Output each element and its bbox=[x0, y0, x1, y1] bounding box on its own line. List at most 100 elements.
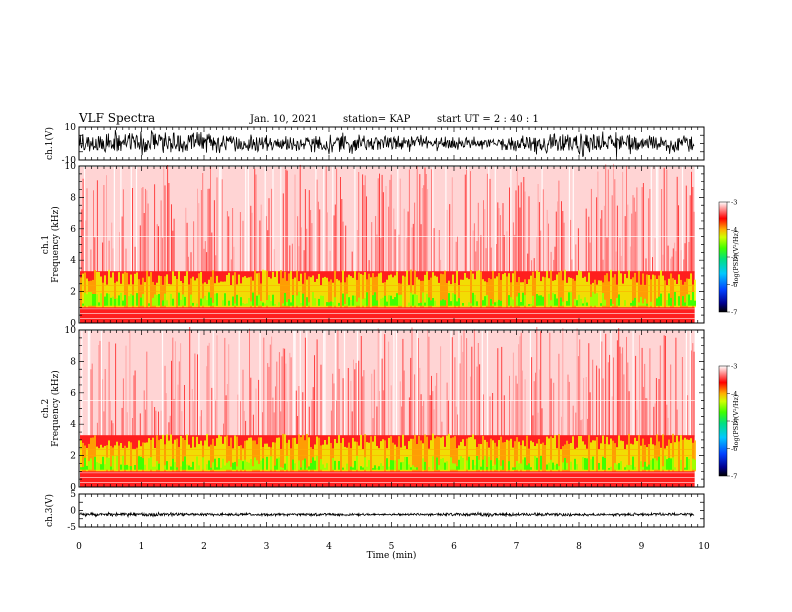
spec-streak bbox=[143, 213, 145, 273]
spec-green bbox=[368, 460, 370, 470]
spec-green bbox=[360, 466, 362, 470]
spec-green bbox=[124, 465, 126, 470]
spec-green bbox=[542, 296, 544, 306]
spec-green bbox=[352, 467, 354, 470]
spec-streak bbox=[460, 335, 462, 437]
spec-green bbox=[236, 294, 238, 306]
spec-green bbox=[326, 302, 328, 306]
x-ticks-1 bbox=[78, 127, 705, 160]
spec-streak bbox=[472, 230, 474, 273]
spec-yellow bbox=[388, 437, 390, 472]
spec-streak bbox=[685, 185, 687, 273]
spec-yellow bbox=[92, 279, 94, 308]
spec-streak bbox=[304, 337, 306, 437]
spec-streak bbox=[596, 197, 598, 273]
spec-green bbox=[668, 293, 670, 306]
spec-streak bbox=[411, 327, 413, 437]
spec-streak bbox=[329, 250, 331, 273]
spec-streak bbox=[345, 225, 347, 273]
spec-green bbox=[356, 455, 358, 470]
spec-yellow bbox=[258, 272, 260, 308]
spec-yellow bbox=[536, 443, 538, 472]
spec-streak bbox=[193, 221, 195, 273]
spec-yellow bbox=[442, 274, 444, 308]
spec-green bbox=[320, 459, 322, 470]
spec-streak bbox=[431, 375, 432, 437]
spec-green bbox=[86, 294, 88, 306]
spec-yellow bbox=[490, 438, 492, 472]
spec-green bbox=[634, 466, 636, 470]
spec-yellow bbox=[166, 434, 168, 472]
spec-yellow bbox=[550, 270, 552, 308]
spec-yellow bbox=[360, 434, 362, 472]
spec-streak bbox=[226, 384, 228, 437]
spec-yellow bbox=[426, 436, 428, 472]
spec-streak bbox=[203, 248, 205, 273]
spec-streak bbox=[538, 202, 540, 273]
spec-green bbox=[642, 303, 644, 306]
spec-green bbox=[172, 298, 174, 306]
spec-streak bbox=[336, 168, 338, 273]
spec-streak bbox=[499, 215, 501, 273]
spec-streak bbox=[141, 188, 143, 273]
spec-streak bbox=[226, 211, 228, 273]
spec-green bbox=[498, 460, 500, 470]
spec-streak bbox=[433, 409, 435, 437]
spec-yellow bbox=[140, 284, 142, 308]
spec-yellow bbox=[590, 442, 592, 472]
spec-green bbox=[316, 455, 318, 470]
spec-streak bbox=[355, 363, 357, 437]
spec-yellow bbox=[452, 274, 454, 308]
spec-yellow bbox=[414, 270, 416, 308]
spec-green bbox=[522, 292, 524, 306]
spec-green bbox=[258, 464, 260, 470]
spec-yellow bbox=[500, 279, 502, 308]
spec-streak bbox=[542, 189, 544, 273]
spec-streak bbox=[466, 338, 468, 437]
spec-yellow bbox=[186, 271, 188, 308]
spec-green bbox=[96, 462, 98, 470]
spec-gap bbox=[650, 167, 652, 280]
spec-yellow bbox=[470, 270, 472, 308]
spec-streak bbox=[191, 389, 193, 437]
spec-streak bbox=[585, 208, 587, 273]
spec-yellow bbox=[560, 270, 562, 308]
spec-green bbox=[688, 458, 690, 470]
spec-green bbox=[108, 293, 110, 306]
spec-yellow bbox=[600, 280, 602, 308]
spec-yellow bbox=[568, 443, 570, 472]
spec-streak bbox=[427, 329, 429, 437]
spec-green bbox=[642, 467, 644, 470]
spec-yellow bbox=[670, 443, 672, 472]
spec-streak bbox=[649, 348, 651, 437]
spec-green bbox=[362, 467, 364, 470]
spec-streak bbox=[249, 328, 250, 437]
spec-streak bbox=[200, 410, 202, 437]
spec-yellow bbox=[276, 270, 278, 308]
spec-green bbox=[264, 303, 266, 306]
spec-green bbox=[128, 296, 130, 306]
spec-streak bbox=[620, 255, 622, 273]
spec-yellow bbox=[532, 442, 534, 472]
spec-streak bbox=[691, 171, 692, 273]
spec-yellow bbox=[270, 278, 272, 308]
spec-yellow bbox=[560, 449, 562, 472]
spec-yellow bbox=[508, 273, 510, 308]
x-tick-label: 9 bbox=[639, 542, 645, 552]
spec-green bbox=[214, 293, 216, 306]
spec-green bbox=[610, 299, 612, 306]
spec-green bbox=[592, 456, 594, 470]
spec-streak bbox=[341, 199, 343, 273]
spec-green bbox=[210, 297, 212, 306]
spec-streak bbox=[151, 400, 153, 437]
spec-yellow bbox=[170, 434, 172, 472]
spec-yellow bbox=[344, 282, 346, 308]
spec-green bbox=[692, 292, 694, 306]
spec-green bbox=[116, 455, 118, 470]
spec-streak bbox=[416, 166, 418, 273]
spec-streak bbox=[282, 193, 284, 273]
spec-streak bbox=[520, 182, 522, 273]
y-tick-label: -10 bbox=[62, 156, 77, 166]
spec-streak bbox=[614, 179, 616, 273]
spec-yellow bbox=[610, 438, 612, 472]
